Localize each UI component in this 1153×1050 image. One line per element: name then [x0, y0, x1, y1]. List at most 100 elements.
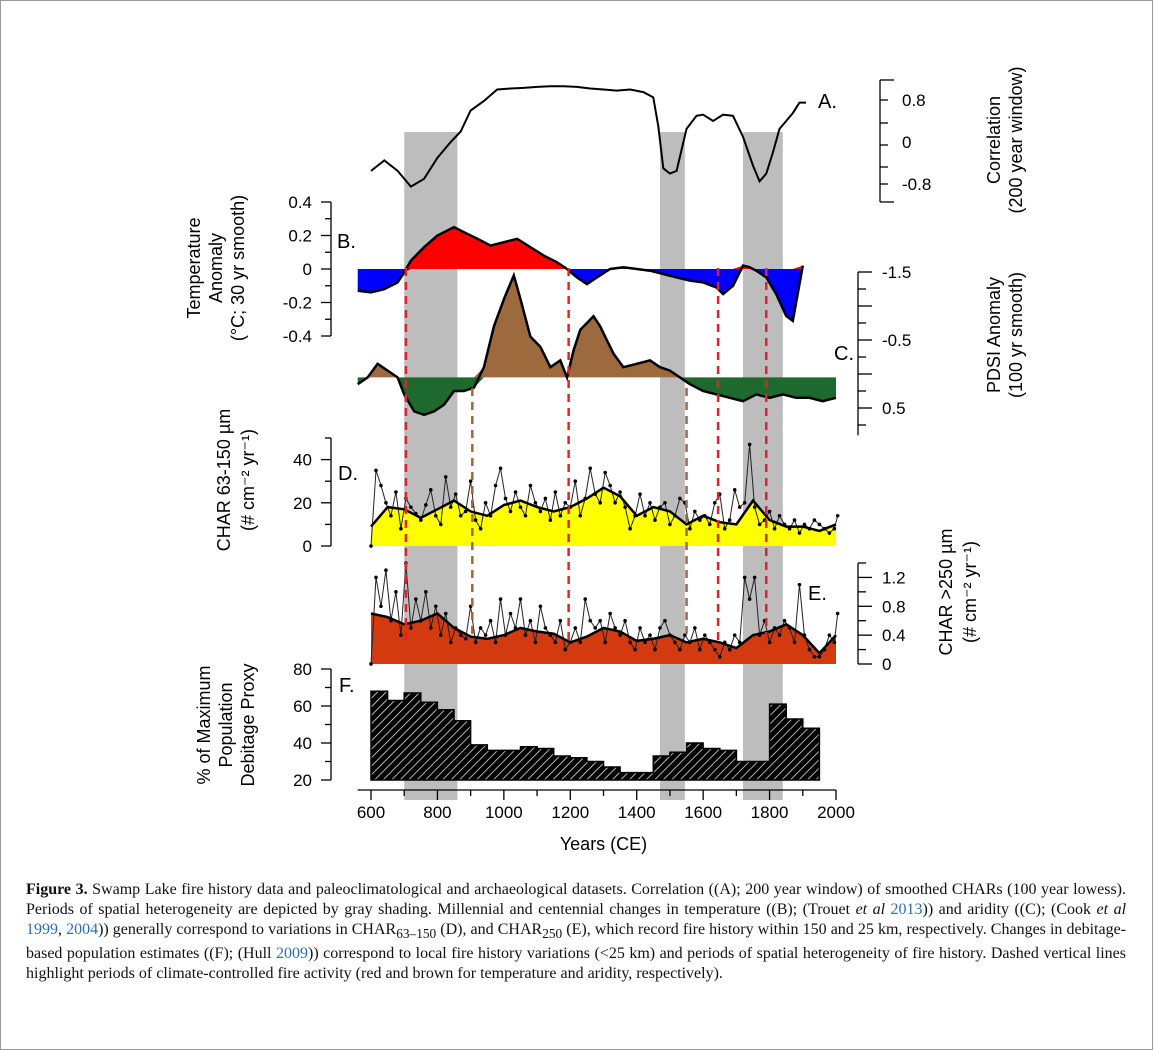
data-point: [827, 633, 832, 637]
data-point: [473, 518, 478, 522]
data-point: [608, 611, 612, 616]
data-point: [473, 640, 478, 645]
y-tick-label: 80: [293, 660, 312, 679]
x-tick-label: 800: [423, 803, 451, 822]
data-point: [727, 647, 732, 652]
data-point: [727, 518, 732, 522]
y-tick-label: -0.8: [902, 175, 931, 194]
y-tick-label: -0.4: [283, 327, 312, 346]
y-tick-label: 0.4: [288, 193, 312, 212]
data-point: [498, 466, 503, 471]
data-point: [817, 654, 822, 659]
data-point: [528, 483, 533, 488]
data-point: [812, 654, 817, 659]
panel-c: -1.5 -0.5 0.5 C. PDSI Anomaly (100 yr smooth): [356, 263, 1026, 436]
panel-a: 0.8 0 -0.8 A. Correlation (200 year window): [370, 66, 1026, 214]
data-point: [767, 640, 772, 645]
y-axis-label-e2: (# cm⁻² yr⁻¹): [960, 541, 980, 643]
series-pdsi-dry: [357, 275, 836, 378]
y-tick-label: 0.5: [882, 399, 906, 418]
data-point: [638, 492, 642, 496]
y-tick-label: -0.2: [283, 294, 312, 313]
y-tick-label: 0.4: [882, 626, 906, 645]
data-point: [543, 496, 548, 501]
data-point: [553, 490, 558, 494]
data-point: [414, 597, 418, 601]
data-point: [752, 505, 757, 509]
data-point: [613, 501, 617, 505]
data-point: [483, 633, 488, 637]
y-tick-label: -1.5: [882, 263, 911, 282]
series-char250-fill: [371, 613, 836, 664]
data-point: [379, 483, 383, 488]
data-point: [777, 513, 782, 518]
data-point: [443, 475, 448, 479]
data-point: [648, 501, 652, 505]
panel-label-e: E.: [808, 583, 827, 605]
panel-d: 40 20 0 D. CHAR 63-150 µm (# cm⁻² yr⁻¹): [214, 409, 840, 556]
data-point: [693, 626, 697, 630]
data-point: [478, 626, 483, 630]
panel-e: 1.2 0.8 0.4 0 E. CHAR >250 µm (# cm⁻² yr⁻¹): [369, 529, 980, 674]
y-axis-label-d2: (# cm⁻² yr⁻¹): [238, 429, 258, 531]
data-point: [648, 633, 652, 637]
data-point: [558, 513, 563, 518]
y-axis-label-f: % of Maximum: [194, 665, 214, 784]
y-axis-label-c2: (100 yr smooth): [1006, 272, 1026, 398]
figure-caption: Figure 3. Swamp Lake fire history data a…: [26, 881, 1127, 983]
data-point: [678, 496, 682, 501]
data-point: [712, 647, 717, 652]
panel-label-a: A.: [818, 91, 837, 113]
data-point: [374, 575, 378, 580]
data-point: [722, 526, 727, 531]
data-point: [379, 604, 383, 609]
data-point: [812, 518, 817, 522]
y-axis-label-b2: Anomaly: [206, 233, 226, 303]
panel-b: 0.4 0.2 0 -0.2 -0.4 B. Temperature Anomaly (°C; …: [184, 193, 805, 346]
data-point: [593, 626, 597, 630]
data-point: [548, 518, 553, 522]
data-point: [772, 526, 777, 531]
y-tick-label: 0.2: [288, 227, 312, 246]
data-point: [797, 531, 802, 535]
data-point: [777, 633, 782, 637]
data-point: [633, 647, 637, 652]
data-point: [603, 640, 607, 645]
data-point: [409, 505, 413, 509]
data-point: [369, 544, 373, 548]
data-point: [528, 618, 533, 623]
data-point: [399, 633, 403, 637]
data-point: [832, 526, 837, 531]
panel-label-d: D.: [338, 463, 358, 485]
data-point: [698, 647, 702, 652]
data-point: [438, 522, 443, 527]
data-point: [458, 513, 463, 518]
data-point: [468, 479, 473, 484]
data-point: [792, 640, 797, 645]
y-axis-label-f2: Population: [216, 682, 236, 767]
data-point: [807, 647, 812, 652]
data-point: [628, 640, 632, 645]
x-axis-label: Years (CE): [560, 834, 647, 854]
data-point: [752, 575, 757, 580]
y-tick-label: 40: [293, 451, 312, 470]
data-point: [683, 633, 687, 637]
y-tick-label: 40: [293, 734, 312, 753]
data-point: [543, 626, 548, 630]
data-point: [433, 513, 438, 518]
data-point: [643, 640, 647, 645]
data-point: [493, 483, 498, 488]
data-point: [653, 647, 657, 652]
x-tick-label: 1800: [751, 803, 789, 822]
panel-label-f: F.: [339, 675, 355, 697]
data-point: [835, 513, 840, 518]
data-point: [523, 513, 528, 518]
data-point: [508, 509, 513, 514]
data-point: [433, 604, 438, 609]
data-point: [538, 604, 543, 609]
data-point: [394, 490, 398, 494]
data-point: [623, 618, 627, 623]
data-point: [573, 626, 578, 630]
y-axis-label-d: CHAR 63-150 µm: [214, 409, 234, 551]
data-point: [533, 640, 538, 645]
